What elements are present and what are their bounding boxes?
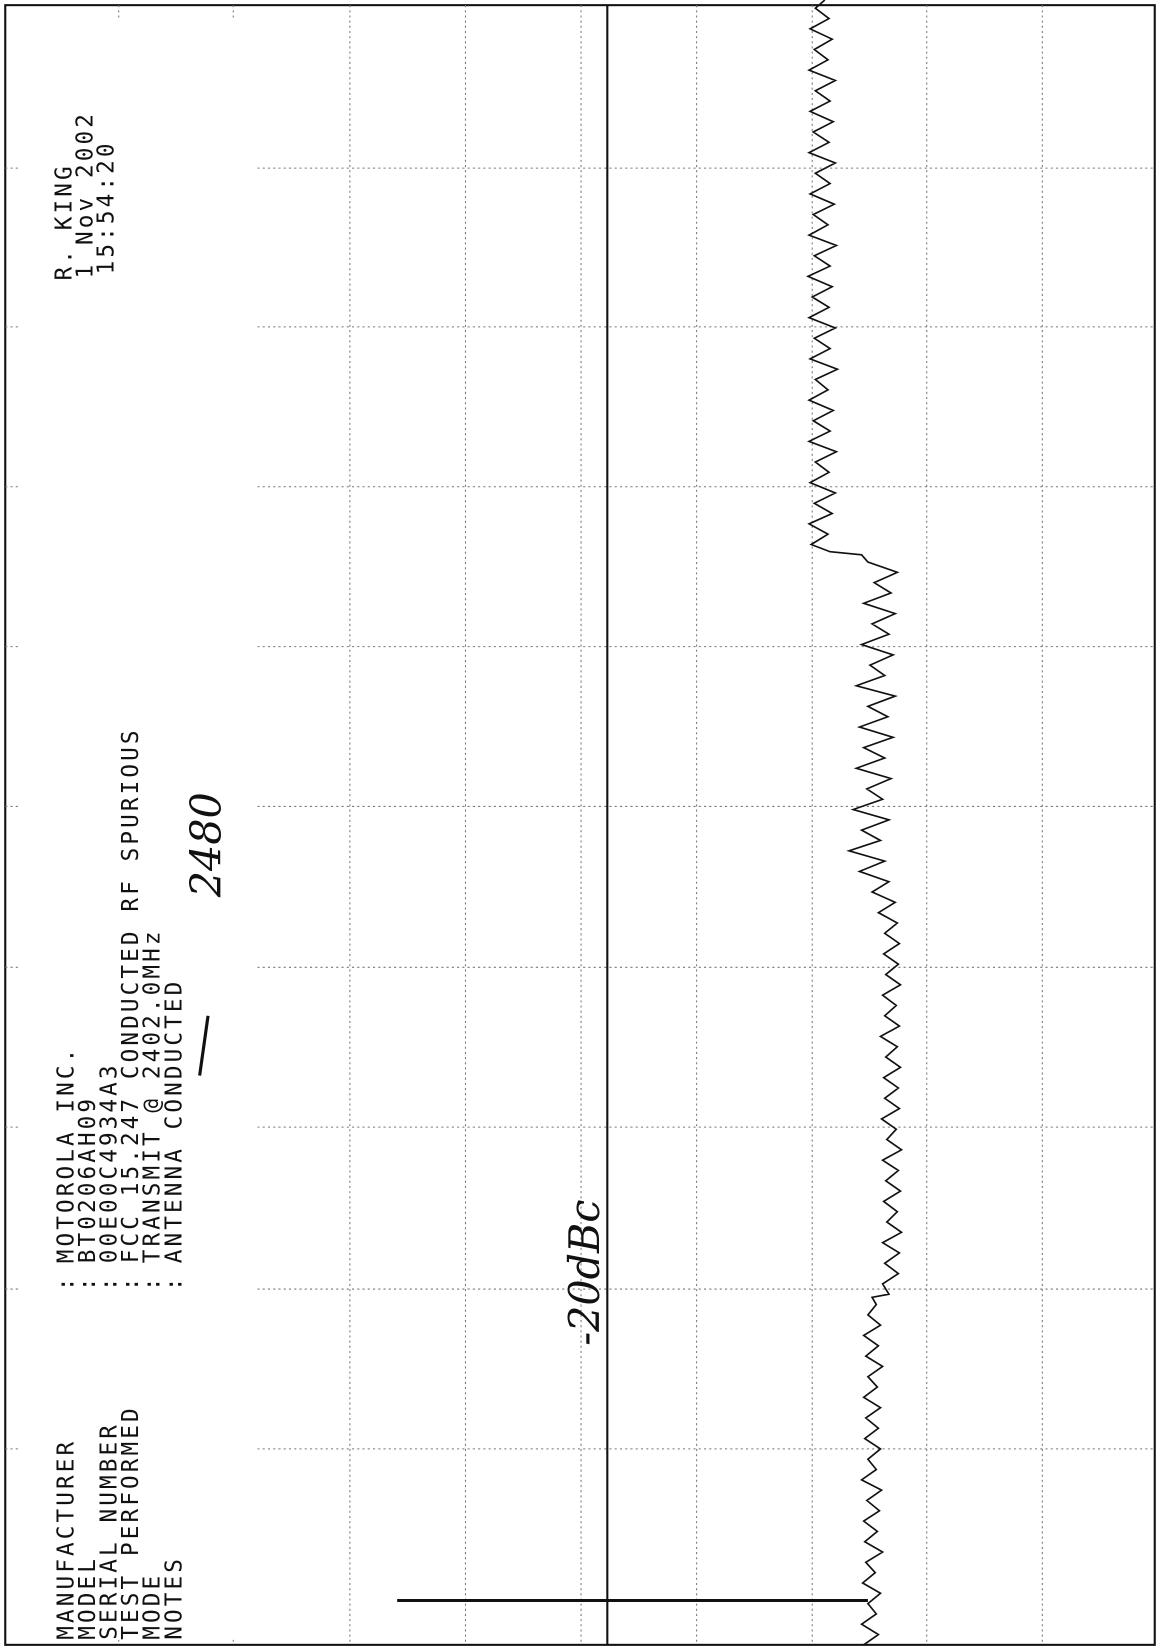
text-backdrop	[21, 20, 258, 1640]
info-separator: :	[140, 1274, 166, 1291]
header: R. KING 1 Nov 2002 15:54:20	[51, 111, 119, 281]
plot-border	[4, 4, 1156, 1646]
spectrum-trace	[805, 0, 904, 1646]
frequency-annotation: 2480	[181, 792, 230, 898]
operator: R. KING	[51, 163, 77, 280]
info-label: MODEL	[75, 1556, 101, 1640]
time: 15:54:20	[93, 140, 119, 274]
info-separator: :	[53, 1274, 79, 1291]
info-value: MOTOROLA INC.	[53, 1046, 79, 1264]
strike-through	[198, 1015, 210, 1076]
date: 1 Nov 2002	[72, 111, 98, 278]
info-value: TRANSMIT @ 2402.0MHz	[140, 928, 166, 1263]
info-separator: :	[75, 1274, 101, 1291]
info-label: MODE	[140, 1573, 166, 1640]
info-block: MANUFACTURER: MOTOROLA INC. MODEL: BT0206AH…	[53, 727, 187, 1639]
info-value: BT0206AH09	[75, 1096, 101, 1263]
info-value: ANTENNA CONDUCTED	[161, 979, 187, 1264]
info-separator: :	[96, 1274, 122, 1291]
info-label: MANUFACTURER	[53, 1439, 79, 1640]
info-separator: :	[118, 1274, 144, 1291]
info-separator: :	[161, 1274, 187, 1291]
info-value: FCC 15.247 CONDUCTED RF SPURIOUS	[118, 727, 144, 1263]
info-label: TEST PERFORMED	[118, 1405, 144, 1639]
info-value: 00E00C4934A3	[96, 1062, 122, 1263]
info-label: SERIAL NUMBER	[96, 1422, 122, 1640]
info-label: NOTES	[161, 1556, 187, 1640]
grid	[5, 5, 1155, 1645]
reference-annotation: -20dBc	[560, 1200, 609, 1346]
